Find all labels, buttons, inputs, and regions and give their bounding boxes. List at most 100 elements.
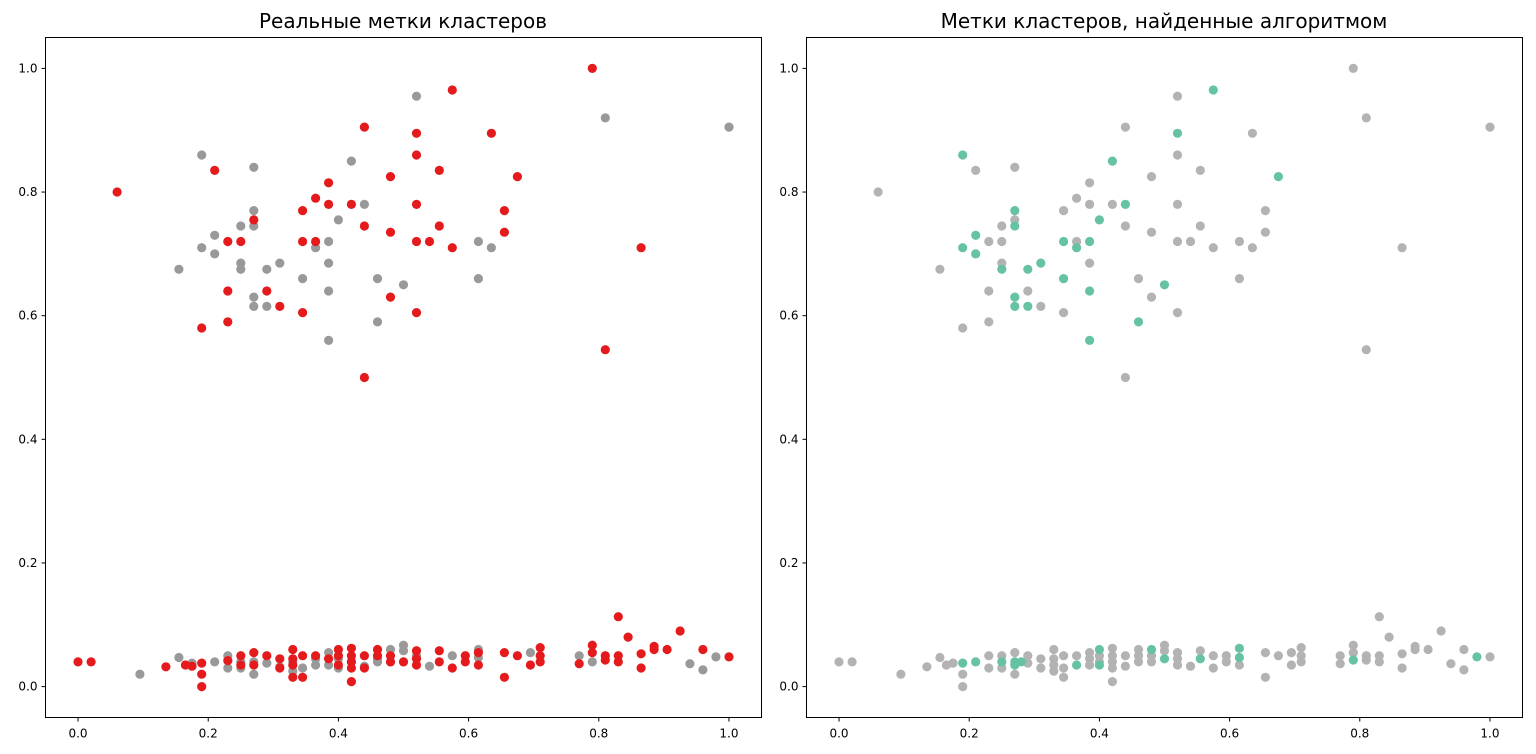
right-point-gray [1120,372,1130,383]
right-point-green [1234,643,1244,653]
left-point-red [346,677,356,687]
right-point-gray [1286,648,1296,658]
right-y-tick-label: 0.6 [779,309,798,323]
left-point-red [359,122,369,132]
right-point-gray [1010,669,1020,679]
right-point-gray [1036,663,1046,673]
left-y-tick-label: 1.0 [18,61,37,75]
left-y-tick-label: 0.2 [18,556,37,570]
left-axis-ticks: 0.0 0.2 0.4 0.6 0.8 1.0 0.0 0.2 0.4 0.6 0.8 1.0 [18,61,738,740]
left-point-red [434,165,444,175]
right-x-tick-label: 0.4 [1090,727,1109,741]
right-point-gray [1234,274,1244,284]
left-point-red [499,227,509,237]
right-point-gray [1133,274,1144,284]
right-point-gray [1296,643,1306,653]
left-point-red [298,672,308,682]
right-point-gray [1172,199,1183,209]
right-point-green [997,264,1007,274]
left-point-gray [525,648,536,658]
left-point-gray [574,651,584,661]
right-point-gray [1120,651,1130,661]
right-point-green [1059,236,1069,247]
left-point-red [525,660,536,670]
left-point-gray [249,292,259,302]
right-point-gray [1374,657,1384,667]
left-point-red [262,286,272,296]
right-point-gray [1010,648,1020,658]
right-chart-title: Метки кластеров, найденные алгоритмом [941,9,1388,33]
right-point-green [1120,199,1130,209]
right-point-gray [1036,301,1046,311]
right-point-gray [971,165,981,175]
left-point-red [385,292,396,302]
right-point-gray [935,652,945,663]
right-point-green [997,657,1007,667]
right-point-green [1010,301,1020,311]
left-point-red [447,85,457,95]
right-point-gray [1485,652,1495,662]
left-point-red [187,661,197,671]
left-point-red [236,660,246,670]
right-point-gray [1059,663,1069,673]
right-point-gray [834,657,844,667]
right-y-tick-label: 0.4 [779,432,798,446]
left-point-gray [311,660,321,670]
right-point-gray [1107,643,1117,653]
right-point-gray [958,682,968,692]
right-point-gray [1059,651,1069,661]
right-point-green [1085,286,1095,296]
right-point-gray [1023,651,1033,661]
left-x-tick-label: 0.8 [589,727,608,741]
right-point-green [1133,317,1144,327]
left-point-red [359,651,369,661]
right-point-gray [1485,122,1495,132]
right-point-gray [1348,648,1358,658]
right-point-green [1273,172,1283,182]
left-point-red [324,199,334,209]
left-point-red [223,656,233,666]
right-point-gray [984,317,994,327]
right-point-gray [948,658,958,668]
left-point-red [311,193,321,203]
left-point-red [434,221,444,231]
right-point-green [1023,301,1033,311]
right-point-gray [1072,651,1082,661]
right-point-gray [896,669,906,679]
left-point-red [473,648,483,658]
left-point-red [372,651,383,661]
left-point-red [223,286,233,296]
right-point-gray [1195,221,1205,231]
right-point-gray [1023,286,1033,296]
left-x-tick-label: 0.6 [459,727,478,741]
right-point-green [1208,85,1218,95]
left-point-red [473,660,483,670]
right-point-green [1094,215,1104,225]
left-point-red [636,663,646,673]
right-point-gray [1374,612,1384,622]
left-point-gray [372,274,383,284]
left-point-red [447,243,457,253]
left-point-red [359,372,369,383]
right-point-gray [1085,199,1095,209]
right-point-green [1036,258,1046,268]
right-point-gray [1120,221,1130,231]
left-point-red [197,323,207,333]
left-point-gray [298,274,308,284]
left-point-gray [324,335,334,345]
right-point-gray [1234,236,1244,247]
left-point-red [499,672,509,682]
left-point-red [311,236,321,247]
right-point-gray [1146,227,1157,237]
right-point-gray [1446,659,1456,669]
left-point-red [411,150,422,160]
right-x-tick-label: 1.0 [1480,727,1499,741]
right-point-gray [1036,654,1046,664]
left-point-red [447,663,457,673]
left-chart-title: Реальные метки кластеров [259,9,547,33]
left-point-red [411,199,422,209]
right-point-gray [984,651,994,661]
right-point-green [1010,206,1020,216]
right-point-gray [1459,665,1469,675]
left-y-tick-label: 0.0 [18,680,37,694]
